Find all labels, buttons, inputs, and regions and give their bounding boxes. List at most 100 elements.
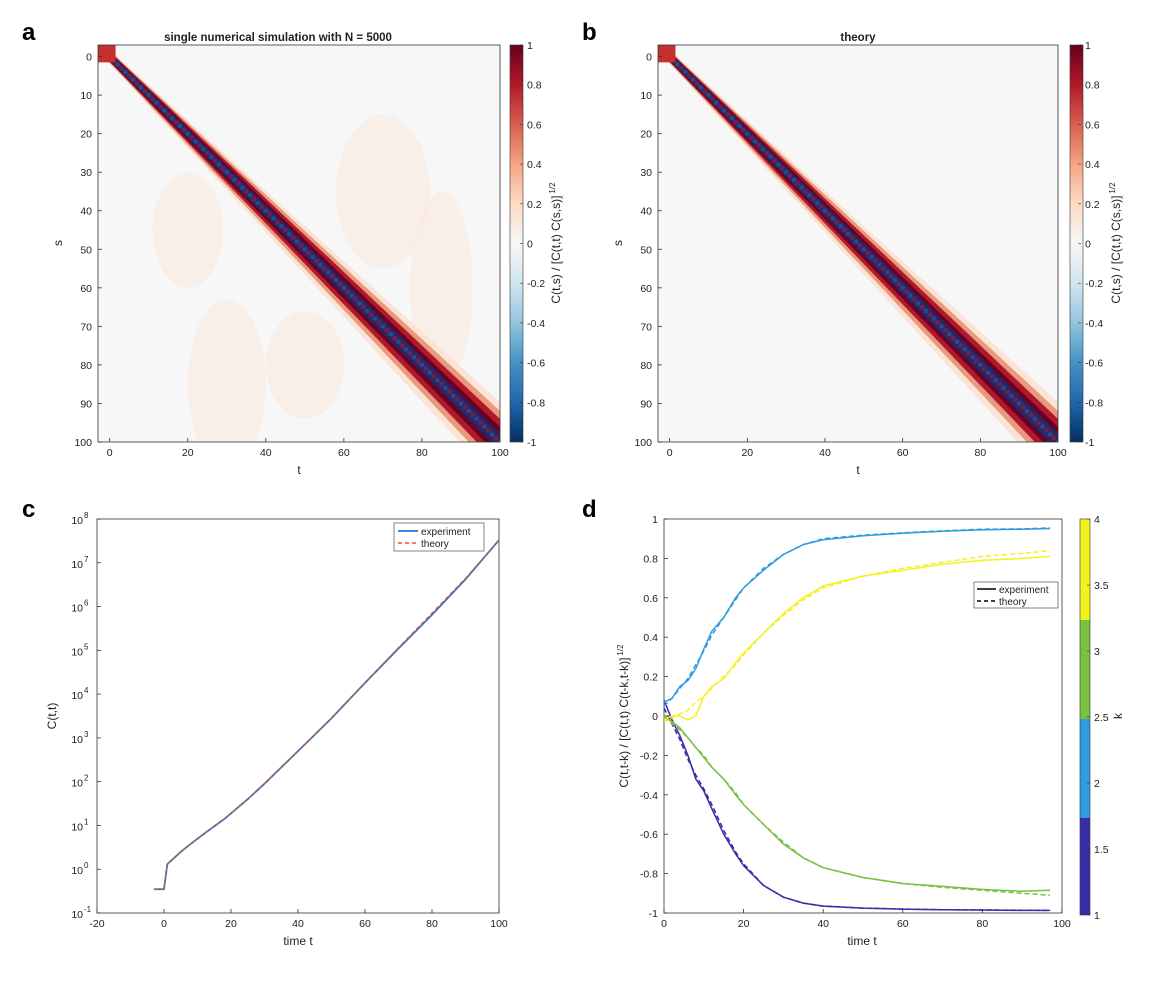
heatmap-diagonal-cell <box>885 270 890 275</box>
heatmap-b-xlabel: t <box>856 463 860 477</box>
colorbar-k-tick-label: 2 <box>1094 778 1100 790</box>
y-tick-exponent: 4 <box>84 686 89 695</box>
heatmap-a-ylabel: s <box>51 240 65 246</box>
x-tick-label: 20 <box>741 447 753 459</box>
colorbar-tick-label: 0.6 <box>527 119 542 131</box>
heatmap-diagonal-cell <box>962 347 967 352</box>
x-tick-label: 0 <box>667 447 673 459</box>
y-tick-label: 0.2 <box>643 672 658 684</box>
chart-d-xlabel: time t <box>847 934 877 948</box>
y-tick-exponent: 8 <box>84 511 89 520</box>
x-tick-label: 40 <box>292 918 304 930</box>
colorbar-k-tick-label: 2.5 <box>1094 712 1109 724</box>
heatmap-diagonal-cell <box>302 247 307 252</box>
heatmap-diagonal-cell <box>900 285 905 290</box>
y-tick-label: -1 <box>649 908 658 920</box>
x-tick-label: 20 <box>738 918 750 930</box>
heatmap-diagonal-cell <box>1013 397 1018 402</box>
heatmap-diagonal-cell <box>714 100 719 105</box>
heatmap-diagonal-cell <box>435 378 440 383</box>
y-tick-label: 50 <box>640 244 652 256</box>
y-tick-label: 0 <box>652 711 658 723</box>
heatmap-diagonal-cell <box>772 158 777 163</box>
chart-d-legend: experiment theory <box>973 581 1059 609</box>
heatmap-diagonal-cell <box>1056 440 1058 442</box>
y-tick-label: 0.8 <box>643 553 658 565</box>
x-tick-label: 0 <box>107 447 113 459</box>
colorbar-b-ticks: 1 0.8 0.6 0.4 0.2 0 -0.2 -0.4 -0.6 -0.8 -1 <box>1078 40 1103 449</box>
x-tick-label: 100 <box>490 918 508 930</box>
heatmap-diagonal-cell <box>271 216 276 221</box>
heatmap-diagonal-cell <box>443 386 448 390</box>
y-tick-exponent: -1 <box>84 905 92 914</box>
heatmap-diagonal-cell <box>811 197 816 202</box>
y-tick-label: 0 <box>646 52 652 64</box>
legend-d-experiment-label: experiment <box>999 585 1049 596</box>
y-tick-exponent: 0 <box>84 861 89 870</box>
heatmap-diagonal-cell <box>498 440 500 442</box>
heatmap-diagonal-cell <box>236 181 241 186</box>
y-tick-label: 50 <box>80 244 92 256</box>
heatmap-diagonal-cell <box>205 150 210 155</box>
y-tick-label: 80 <box>80 360 92 372</box>
colorbar-k-tick-label: 1 <box>1094 910 1100 922</box>
heatmap-diagonal-cell <box>854 239 858 244</box>
heatmap-diagonal-cell <box>416 359 420 363</box>
heatmap-diagonal-cell <box>718 104 723 109</box>
heatmap-diagonal-cell <box>439 382 444 387</box>
heatmap-diagonal-cell <box>326 270 331 275</box>
y-tick-label: 10 <box>71 778 83 790</box>
chart-d-ylabel: C(t,t-k) / [C(t,t) C(t-k,t-k)] 1/2 <box>616 644 631 788</box>
heatmap-diagonal-cell <box>683 70 688 74</box>
heatmap-diagonal-cell <box>877 262 882 267</box>
heatmap-diagonal-cell <box>193 139 198 144</box>
heatmap-diagonal-cell <box>675 62 680 67</box>
heatmap-diagonal-cell <box>795 181 800 186</box>
heatmap-diagonal-cell <box>174 120 179 125</box>
heatmap-diagonal-cell <box>791 177 796 182</box>
legend-experiment-label: experiment <box>421 527 471 538</box>
heatmap-diagonal-cell <box>220 166 225 171</box>
series-line-theory <box>153 539 500 890</box>
heatmap-diagonal-cell <box>447 389 452 394</box>
heatmap-b-ylabel: s <box>611 240 625 246</box>
heatmap-diagonal-cell <box>722 108 726 113</box>
heatmap-diagonal-cell <box>947 332 952 337</box>
heatmap-a-title: single numerical simulation with N = 500… <box>164 32 392 44</box>
y-tick-label: 10 <box>71 603 83 615</box>
colorbar-k-tick-label: 1.5 <box>1094 844 1109 856</box>
heatmap-diagonal-cell <box>388 332 393 337</box>
heatmap-diagonal-cell <box>369 312 374 317</box>
y-tick-label: 60 <box>640 283 652 295</box>
colorbar-a-label-text: C(t,s) / [C(t,t) C(s,s)] <box>549 196 563 304</box>
heatmap-diagonal-cell <box>745 131 750 136</box>
panel-label-c: c <box>22 496 35 523</box>
y-tick-label: 10 <box>71 734 83 746</box>
heatmap-diagonal-cell <box>330 274 335 279</box>
heatmap-diagonal-cell <box>776 162 781 167</box>
chart-c-legend: experiment theory <box>393 522 485 552</box>
heatmap-diagonal-cell <box>710 97 715 101</box>
heatmap-diagonal-cell <box>166 112 171 117</box>
colorbar-tick-label: 0.4 <box>1085 159 1100 171</box>
heatmap-diagonal-cell <box>334 278 339 283</box>
heatmap-diagonal-cell <box>943 328 948 333</box>
heatmap-diagonal-cell <box>209 154 214 159</box>
heatmap-theory: theory 0 20 40 60 80 100 01020304050607080901… <box>611 32 1123 477</box>
heatmap-diagonal-cell <box>119 66 124 71</box>
heatmap-diagonal-cell <box>939 324 944 329</box>
heatmap-diagonal-cell <box>357 301 362 306</box>
heatmap-diagonal-cell <box>838 224 843 229</box>
heatmap-diagonal-cell <box>970 355 975 360</box>
y-tick-label: 30 <box>80 167 92 179</box>
colorbar-b-label-text: C(t,s) / [C(t,t) C(s,s)] <box>1109 196 1123 304</box>
heatmap-diagonal-cell <box>115 62 120 67</box>
y-tick-label: -0.2 <box>640 750 658 762</box>
heatmap-diagonal-cell <box>127 73 132 78</box>
heatmap-diagonal-cell <box>154 100 159 105</box>
heatmap-diagonal-cell <box>753 139 758 144</box>
y-tick-exponent: 3 <box>84 730 89 739</box>
heatmap-diagonal-cell <box>931 316 936 321</box>
colorbar-k-ticks: 4 3.5 3 2.5 2 1.5 1 <box>1087 514 1109 922</box>
heatmap-diagonal-cell <box>201 147 206 151</box>
